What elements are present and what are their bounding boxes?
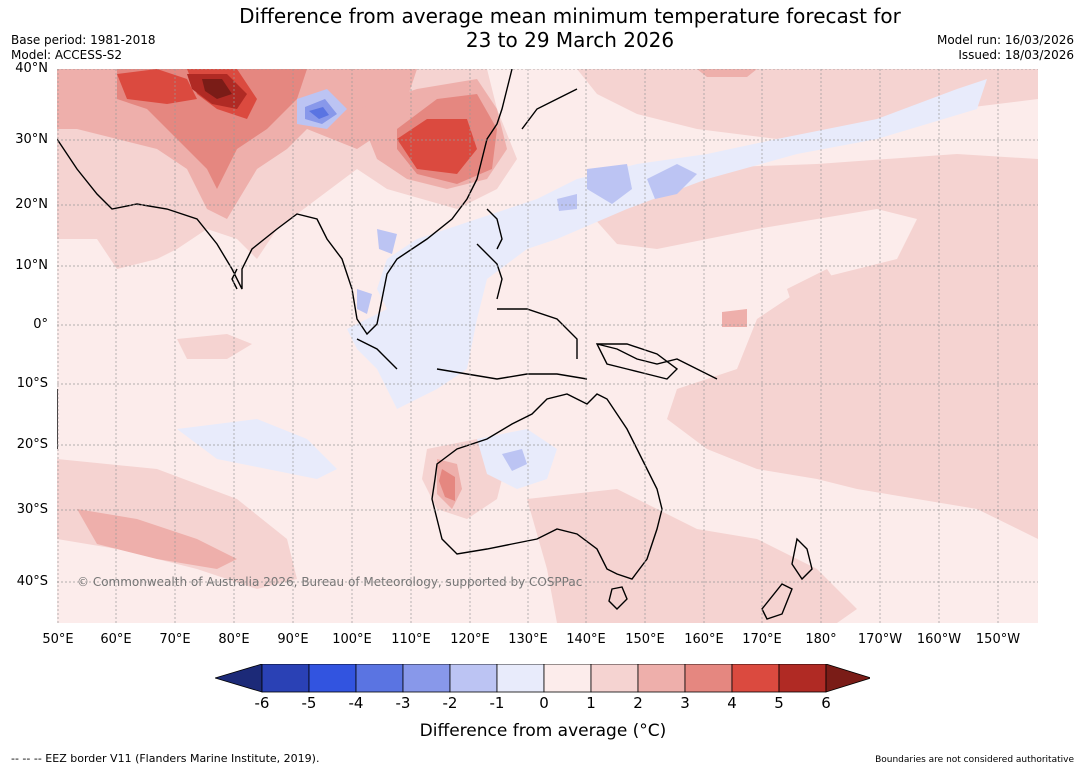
anomaly-neg1-0-regions <box>177 79 987 489</box>
colorbar-tick-label: -2 <box>442 694 458 712</box>
longitude-label: 80°E <box>218 632 250 647</box>
longitude-label: 110°E <box>391 632 431 647</box>
title-line-1: Difference from average mean minimum tem… <box>239 4 901 28</box>
colorbar-label: Difference from average (°C) <box>419 721 667 741</box>
colorbar-tick-label: 6 <box>821 694 831 712</box>
latitude-label: 30°S <box>16 502 48 517</box>
colorbar-segment <box>731 664 780 693</box>
longitude-label: 180° <box>805 632 837 647</box>
colorbar-tick-label: -3 <box>395 694 411 712</box>
colorbar-segment <box>590 664 639 693</box>
longitude-label: 90°E <box>277 632 309 647</box>
base-period: Base period: 1981-2018 <box>11 33 156 47</box>
anomaly-1-2-regions <box>57 69 1038 623</box>
meta-left: Base period: 1981-2018 Model: ACCESS-S2 <box>11 33 156 63</box>
model-name: Model: ACCESS-S2 <box>11 48 123 62</box>
boundaries-disclaimer: Boundaries are not considered authoritat… <box>875 755 1074 765</box>
issued-date: Issued: 18/03/2026 <box>958 48 1074 62</box>
colorbar-segment <box>261 664 310 693</box>
anomaly-above-6-regions <box>202 79 232 99</box>
colorbar-segment <box>637 664 686 693</box>
title-line-2: 23 to 29 March 2026 <box>465 28 675 52</box>
longitude-label: 150°E <box>625 632 665 647</box>
longitude-label: 170°E <box>742 632 782 647</box>
copyright-notice: © Commonwealth of Australia 2026, Bureau… <box>77 575 582 589</box>
colorbar-tick-label: 1 <box>586 694 596 712</box>
map-panel: © Commonwealth of Australia 2026, Bureau… <box>57 69 1038 623</box>
colorbar-tick-label: -5 <box>301 694 317 712</box>
colorbar <box>215 664 870 693</box>
colorbar-segment <box>543 664 592 693</box>
longitude-label: 160°E <box>684 632 724 647</box>
longitude-label: 160°W <box>916 632 962 647</box>
colorbar-segment <box>778 664 827 693</box>
colorbar-tick-label: -6 <box>254 694 270 712</box>
colorbar-segment <box>496 664 545 693</box>
latitude-label: 20°N <box>15 197 48 212</box>
longitude-label: 150°W <box>975 632 1021 647</box>
colorbar-tick-label: 3 <box>680 694 690 712</box>
colorbar-segment <box>684 664 733 693</box>
colorbar-tick-label: 4 <box>727 694 737 712</box>
map-title: Difference from average mean minimum tem… <box>160 4 980 52</box>
colorbar-segments <box>215 664 870 693</box>
longitude-label: 70°E <box>159 632 191 647</box>
colorbar-segment <box>355 664 404 693</box>
latitude-label: 0° <box>33 317 48 332</box>
colorbar-tick-label: -4 <box>348 694 364 712</box>
colorbar-segment <box>308 664 357 693</box>
latitude-label: 20°S <box>16 437 48 452</box>
anomaly-neg4-neg3-regions <box>309 107 329 119</box>
latitude-label: 30°N <box>15 132 48 147</box>
graticule <box>57 69 1038 623</box>
longitude-label: 50°E <box>42 632 74 647</box>
longitude-label: 170°W <box>857 632 903 647</box>
model-run: Model run: 16/03/2026 <box>936 33 1074 47</box>
colorbar-extend-high <box>825 664 870 693</box>
colorbar-tick-label: 0 <box>539 694 549 712</box>
longitude-label: 60°E <box>100 632 132 647</box>
meta-right: Model run: 16/03/2026 Issued: 18/03/2026 <box>937 33 1074 63</box>
latitude-label: 40°S <box>16 574 48 589</box>
colorbar-tick-label: -1 <box>489 694 505 712</box>
anomaly-map-svg: © Commonwealth of Australia 2026, Bureau… <box>57 69 1038 623</box>
longitude-label: 140°E <box>566 632 606 647</box>
longitude-label: 120°E <box>450 632 490 647</box>
latitude-label: 40°N <box>15 61 48 76</box>
colorbar-tick-label: 5 <box>774 694 784 712</box>
colorbar-segment <box>402 664 451 693</box>
eez-legend: -- -- -- EEZ border V11 (Flanders Marine… <box>11 752 320 765</box>
colorbar-tick-label: 2 <box>633 694 643 712</box>
colorbar-extend-low <box>215 664 263 693</box>
longitude-label: 100°E <box>332 632 372 647</box>
latitude-label: 10°S <box>16 376 48 391</box>
longitude-label: 130°E <box>508 632 548 647</box>
latitude-label: 10°N <box>15 258 48 273</box>
colorbar-segment <box>449 664 498 693</box>
